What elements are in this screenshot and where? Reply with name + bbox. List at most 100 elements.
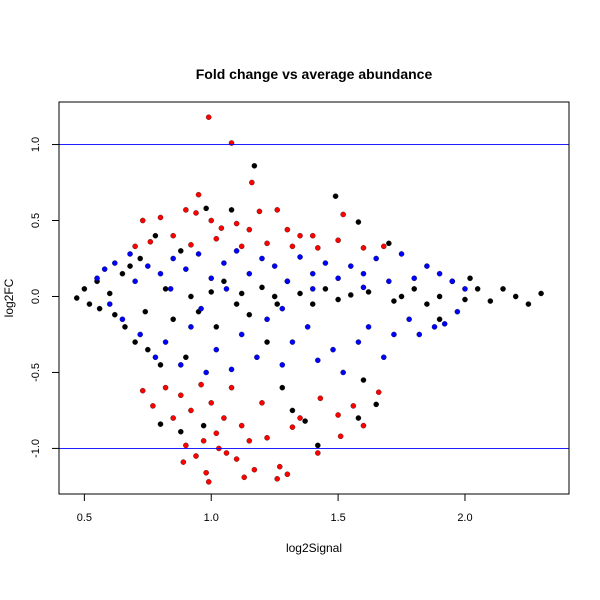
point-blue bbox=[355, 339, 362, 345]
point-blue bbox=[279, 362, 286, 368]
point-blue bbox=[132, 278, 138, 285]
point-blue bbox=[221, 260, 227, 266]
point-blue bbox=[183, 266, 189, 272]
point-black bbox=[271, 293, 278, 300]
point-blue bbox=[309, 270, 316, 277]
point-red bbox=[213, 235, 220, 242]
point-red bbox=[233, 220, 240, 227]
point-black bbox=[332, 193, 339, 199]
point-blue bbox=[223, 286, 230, 292]
point-black bbox=[386, 240, 392, 247]
point-red bbox=[170, 232, 176, 239]
point-black bbox=[81, 286, 88, 292]
point-blue bbox=[449, 278, 456, 285]
point-red bbox=[241, 474, 247, 481]
point-black bbox=[106, 290, 113, 297]
point-black bbox=[315, 442, 321, 449]
point-blue bbox=[322, 260, 329, 266]
point-black bbox=[355, 219, 362, 225]
point-black bbox=[373, 401, 379, 408]
point-blue bbox=[431, 324, 438, 330]
point-red bbox=[162, 384, 169, 391]
point-red bbox=[233, 456, 240, 462]
point-blue bbox=[213, 346, 220, 353]
point-blue bbox=[203, 369, 209, 376]
point-blue bbox=[152, 354, 159, 361]
point-black bbox=[251, 163, 258, 169]
point-red bbox=[249, 179, 255, 186]
point-red bbox=[208, 217, 214, 224]
point-red bbox=[205, 479, 212, 485]
point-black bbox=[208, 289, 214, 295]
point-black bbox=[170, 316, 176, 323]
x-tick-label: 0.5 bbox=[77, 512, 92, 524]
point-black bbox=[309, 301, 316, 307]
point-black bbox=[424, 301, 430, 307]
point-black bbox=[178, 428, 184, 435]
reference-lines bbox=[59, 144, 569, 449]
y-tick-label: 1.0 bbox=[30, 137, 42, 152]
point-red bbox=[183, 442, 189, 449]
point-blue bbox=[436, 270, 443, 277]
point-blue bbox=[137, 331, 143, 338]
point-black bbox=[157, 421, 164, 427]
point-red bbox=[274, 207, 280, 213]
point-black bbox=[322, 286, 329, 292]
point-blue bbox=[284, 278, 291, 285]
point-blue bbox=[228, 366, 235, 373]
point-black bbox=[112, 311, 118, 318]
point-red bbox=[178, 392, 184, 398]
point-blue bbox=[391, 331, 397, 338]
point-red bbox=[208, 400, 214, 406]
point-black bbox=[221, 278, 227, 285]
point-black bbox=[500, 286, 506, 292]
point-blue bbox=[254, 354, 260, 361]
point-red bbox=[375, 389, 382, 395]
point-black bbox=[152, 232, 159, 239]
point-red bbox=[132, 243, 138, 250]
point-black bbox=[474, 286, 481, 292]
point-red bbox=[157, 214, 164, 221]
x-tick-label: 1.0 bbox=[204, 512, 219, 524]
x-axis-title: log2Signal bbox=[286, 541, 342, 555]
point-red bbox=[381, 243, 387, 250]
point-red bbox=[264, 240, 270, 247]
point-black bbox=[411, 286, 417, 292]
point-blue bbox=[157, 270, 164, 277]
point-blue bbox=[112, 260, 118, 266]
point-blue bbox=[365, 324, 372, 330]
point-red bbox=[198, 381, 204, 388]
point-black bbox=[302, 418, 308, 424]
point-blue bbox=[304, 324, 311, 330]
point-black bbox=[145, 346, 151, 353]
point-blue bbox=[259, 255, 265, 262]
point-blue bbox=[424, 263, 430, 269]
point-blue bbox=[411, 275, 417, 281]
point-red bbox=[360, 245, 367, 251]
point-black bbox=[119, 270, 126, 277]
point-blue bbox=[198, 305, 204, 312]
point-blue bbox=[101, 266, 108, 272]
point-blue bbox=[360, 270, 367, 277]
point-blue bbox=[348, 263, 354, 269]
point-black bbox=[122, 324, 128, 330]
point-red bbox=[297, 415, 303, 421]
point-red bbox=[337, 433, 344, 440]
point-blue bbox=[119, 316, 126, 323]
point-red bbox=[256, 208, 263, 215]
point-red bbox=[315, 450, 321, 456]
point-red bbox=[193, 453, 199, 459]
point-black bbox=[137, 255, 143, 262]
point-black bbox=[297, 290, 303, 297]
point-blue bbox=[289, 339, 296, 345]
point-black bbox=[335, 296, 341, 303]
point-blue bbox=[309, 286, 316, 292]
point-red bbox=[188, 242, 194, 248]
point-blue bbox=[167, 286, 174, 292]
point-red bbox=[264, 435, 270, 441]
point-black bbox=[462, 296, 468, 303]
point-blue bbox=[406, 316, 412, 323]
point-blue bbox=[106, 301, 113, 307]
point-black bbox=[213, 324, 220, 330]
